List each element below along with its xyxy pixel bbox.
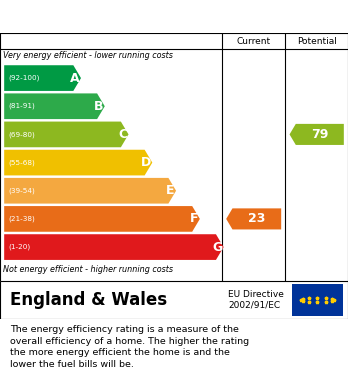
Text: D: D bbox=[141, 156, 151, 169]
Polygon shape bbox=[4, 234, 224, 260]
Polygon shape bbox=[4, 206, 200, 232]
Bar bbox=[292, 284, 343, 316]
Text: (69-80): (69-80) bbox=[8, 131, 35, 138]
Polygon shape bbox=[4, 178, 176, 204]
Polygon shape bbox=[4, 150, 152, 176]
Text: Potential: Potential bbox=[297, 37, 337, 46]
Text: F: F bbox=[190, 212, 198, 225]
Text: Current: Current bbox=[237, 37, 271, 46]
Text: E: E bbox=[166, 184, 174, 197]
Text: (1-20): (1-20) bbox=[8, 244, 31, 250]
Text: (81-91): (81-91) bbox=[8, 103, 35, 109]
Text: (55-68): (55-68) bbox=[8, 159, 35, 166]
Polygon shape bbox=[4, 93, 105, 119]
Text: (92-100): (92-100) bbox=[8, 75, 40, 81]
Text: G: G bbox=[213, 240, 223, 254]
Text: The energy efficiency rating is a measure of the
overall efficiency of a home. T: The energy efficiency rating is a measur… bbox=[10, 325, 250, 369]
Text: Not energy efficient - higher running costs: Not energy efficient - higher running co… bbox=[3, 265, 174, 274]
Text: (21-38): (21-38) bbox=[8, 216, 35, 222]
Polygon shape bbox=[226, 208, 281, 230]
Text: (39-54): (39-54) bbox=[8, 188, 35, 194]
Polygon shape bbox=[4, 122, 128, 147]
Text: EU Directive
2002/91/EC: EU Directive 2002/91/EC bbox=[228, 290, 284, 310]
Polygon shape bbox=[290, 124, 344, 145]
Text: Energy Efficiency Rating: Energy Efficiency Rating bbox=[10, 9, 213, 24]
Text: 23: 23 bbox=[248, 212, 266, 225]
Text: B: B bbox=[94, 100, 104, 113]
Polygon shape bbox=[4, 65, 81, 91]
Text: C: C bbox=[118, 128, 127, 141]
Text: Very energy efficient - lower running costs: Very energy efficient - lower running co… bbox=[3, 51, 173, 60]
Text: England & Wales: England & Wales bbox=[10, 291, 168, 309]
Text: 79: 79 bbox=[311, 128, 329, 141]
Text: A: A bbox=[70, 72, 80, 84]
